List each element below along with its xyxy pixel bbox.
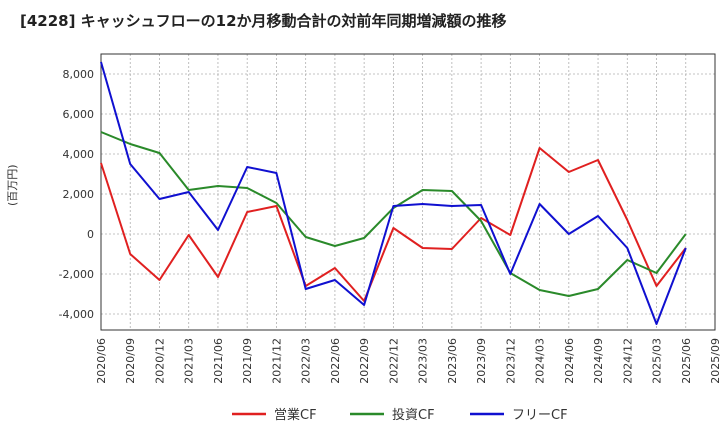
y-tick-label: 4,000 <box>63 148 95 161</box>
x-tick-label: 2024/12 <box>621 338 634 384</box>
plot-frame <box>100 53 716 331</box>
x-tick-label: 2021/03 <box>183 338 196 384</box>
legend-label: フリーCF <box>512 408 568 423</box>
x-tick-label: 2021/06 <box>212 338 225 384</box>
y-tick-label: 0 <box>87 228 94 241</box>
x-tick-label: 2025/09 <box>709 338 720 384</box>
legend-label: 営業CF <box>274 407 317 423</box>
plot-area <box>101 54 715 330</box>
y-tick-label: -2,000 <box>59 268 94 281</box>
x-tick-label: 2024/03 <box>534 338 547 384</box>
x-tick-label: 2022/12 <box>387 338 400 384</box>
x-tick-label: 2023/06 <box>446 338 459 384</box>
x-tick-label: 2022/09 <box>358 338 371 384</box>
series-line <box>100 147 687 302</box>
x-tick-label: 2025/03 <box>651 338 664 384</box>
y-tick-label: -4,000 <box>59 308 94 321</box>
legend-label: 投資CF <box>392 407 435 423</box>
series-line <box>100 61 687 325</box>
x-tick-label: 2024/09 <box>592 338 605 384</box>
x-tick-label: 2025/06 <box>680 338 693 384</box>
x-tick-label: 2021/09 <box>241 338 254 384</box>
x-tick-label: 2023/09 <box>475 338 488 384</box>
y-tick-label: 8,000 <box>63 68 95 81</box>
y-tick-label: 2,000 <box>63 188 95 201</box>
x-tick-label: 2024/06 <box>563 338 576 384</box>
x-tick-label: 2022/06 <box>329 338 342 384</box>
x-tick-label: 2020/06 <box>95 338 108 384</box>
y-tick-label: 6,000 <box>63 108 95 121</box>
x-tick-label: 2020/12 <box>153 338 166 384</box>
x-tick-label: 2022/03 <box>300 338 313 384</box>
x-tick-label: 2023/03 <box>417 338 430 384</box>
x-tick-label: 2020/09 <box>124 338 137 384</box>
x-tick-label: 2021/12 <box>270 338 283 384</box>
x-tick-label: 2023/12 <box>504 338 517 384</box>
chart-title: [4228] キャッシュフローの12か月移動合計の対前年同期増減額の推移 <box>20 12 507 30</box>
